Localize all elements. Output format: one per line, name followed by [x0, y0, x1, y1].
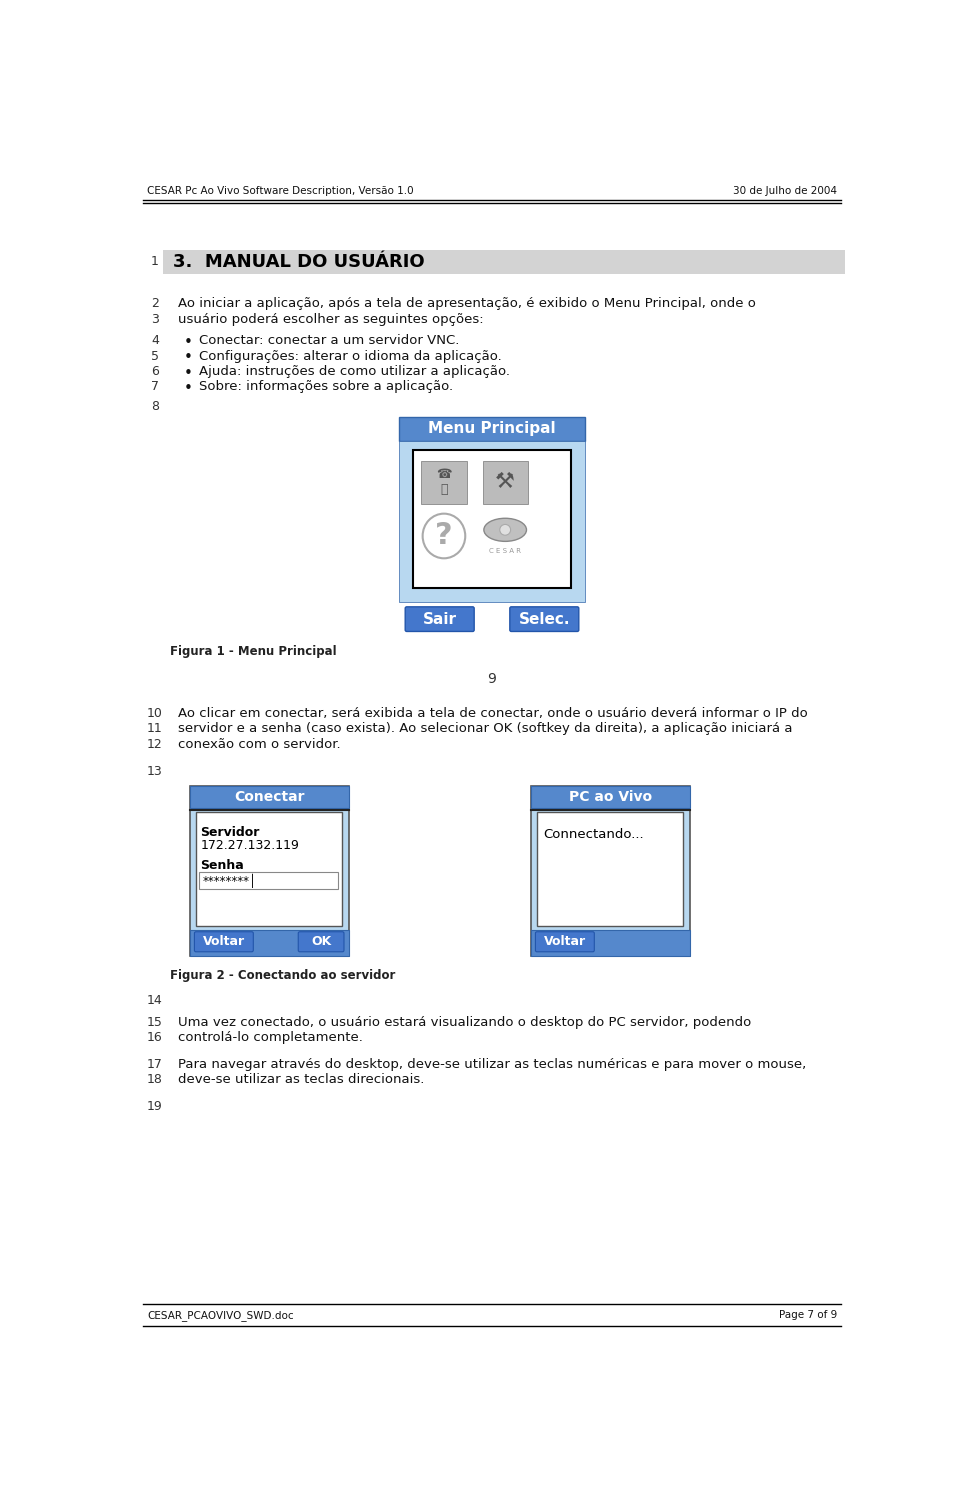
Text: usuário poderá escolher as seguintes opções:: usuário poderá escolher as seguintes opç…: [179, 312, 484, 326]
Text: Voltar: Voltar: [543, 936, 586, 948]
Bar: [531, 786, 689, 955]
Text: 2: 2: [151, 297, 158, 311]
Text: 4: 4: [151, 335, 158, 347]
FancyBboxPatch shape: [536, 931, 594, 952]
Ellipse shape: [484, 518, 526, 541]
Text: 13: 13: [147, 765, 163, 778]
Text: Ao iniciar a aplicação, após a tela de apresentação, é exibido o Menu Principal,: Ao iniciar a aplicação, após a tela de a…: [179, 297, 756, 311]
Text: Conectar: Conectar: [234, 790, 304, 804]
Text: 18: 18: [147, 1074, 163, 1086]
Text: 6: 6: [151, 365, 158, 379]
Text: Sobre: informações sobre a aplicação.: Sobre: informações sobre a aplicação.: [199, 380, 453, 394]
Text: Ajuda: instruções de como utilizar a aplicação.: Ajuda: instruções de como utilizar a apl…: [199, 365, 510, 379]
Text: 3: 3: [151, 312, 158, 326]
Bar: [196, 813, 343, 925]
Bar: [413, 449, 571, 589]
Bar: [162, 249, 845, 275]
Text: 7: 7: [151, 380, 158, 394]
Bar: [190, 930, 348, 955]
FancyBboxPatch shape: [299, 931, 344, 952]
FancyBboxPatch shape: [405, 607, 474, 631]
Text: 1: 1: [151, 255, 158, 269]
Bar: [399, 418, 585, 440]
Text: controlá-lo completamente.: controlá-lo completamente.: [179, 1030, 363, 1044]
Text: conexão com o servidor.: conexão com o servidor.: [179, 737, 341, 751]
Text: Page 7 of 9: Page 7 of 9: [779, 1310, 837, 1320]
Text: Sair: Sair: [422, 611, 457, 626]
Text: Conectar: conectar a um servidor VNC.: Conectar: conectar a um servidor VNC.: [199, 335, 460, 347]
Text: OK: OK: [311, 936, 331, 948]
Text: Figura 2 - Conectando ao servidor: Figura 2 - Conectando ao servidor: [170, 969, 396, 982]
Text: deve-se utilizar as teclas direcionais.: deve-se utilizar as teclas direcionais.: [179, 1074, 424, 1086]
Text: Para navegar através do desktop, deve-se utilizar as teclas numéricas e para mov: Para navegar através do desktop, deve-se…: [179, 1057, 806, 1071]
Text: Senha: Senha: [201, 859, 245, 871]
Text: 30 de Julho de 2004: 30 de Julho de 2004: [732, 186, 837, 197]
Text: C E S A R: C E S A R: [490, 548, 521, 554]
Text: 17: 17: [147, 1057, 163, 1071]
Text: Menu Principal: Menu Principal: [428, 422, 556, 437]
Text: Selec.: Selec.: [518, 611, 570, 626]
Bar: [399, 440, 585, 602]
FancyBboxPatch shape: [510, 607, 579, 631]
Text: 15: 15: [147, 1015, 163, 1029]
Bar: [531, 786, 689, 808]
Text: CESAR Pc Ao Vivo Software Description, Versão 1.0: CESAR Pc Ao Vivo Software Description, V…: [147, 186, 414, 197]
Circle shape: [500, 524, 511, 535]
FancyBboxPatch shape: [194, 931, 253, 952]
Text: 16: 16: [147, 1030, 163, 1044]
Text: ?: ?: [435, 521, 453, 550]
Bar: [531, 930, 689, 955]
Text: Figura 1 - Menu Principal: Figura 1 - Menu Principal: [170, 646, 337, 658]
Text: 11: 11: [147, 722, 163, 736]
Text: •: •: [183, 382, 193, 397]
Text: 12: 12: [147, 737, 163, 751]
Text: 10: 10: [147, 707, 163, 719]
Text: ********│: ********│: [203, 874, 256, 888]
Bar: [190, 786, 348, 955]
Text: ☎
💻: ☎ 💻: [436, 469, 452, 496]
Text: 8: 8: [151, 400, 158, 413]
Text: Connectando...: Connectando...: [543, 828, 644, 841]
Text: CESAR_PCAOVIVO_SWD.doc: CESAR_PCAOVIVO_SWD.doc: [147, 1310, 294, 1320]
Bar: [537, 813, 684, 925]
Text: 172.27.132.119: 172.27.132.119: [201, 838, 300, 852]
Bar: [483, 461, 528, 503]
Text: ⚒: ⚒: [495, 472, 516, 493]
Text: PC ao Vivo: PC ao Vivo: [568, 790, 652, 804]
Text: Uma vez conectado, o usuário estará visualizando o desktop do PC servidor, poden: Uma vez conectado, o usuário estará visu…: [179, 1015, 752, 1029]
Bar: [190, 786, 348, 808]
Text: servidor e a senha (caso exista). Ao selecionar OK (softkey da direita), a aplic: servidor e a senha (caso exista). Ao sel…: [179, 722, 793, 736]
Text: Ao clicar em conectar, será exibida a tela de conectar, onde o usuário deverá in: Ao clicar em conectar, será exibida a te…: [179, 707, 808, 719]
Text: •: •: [183, 335, 193, 350]
Text: 5: 5: [151, 350, 158, 362]
Bar: [199, 873, 338, 889]
Ellipse shape: [422, 514, 466, 559]
Text: Voltar: Voltar: [203, 936, 245, 948]
Bar: [420, 461, 468, 503]
Text: Servidor: Servidor: [201, 826, 260, 840]
Text: •: •: [183, 350, 193, 365]
Text: 3.  MANUAL DO USUÁRIO: 3. MANUAL DO USUÁRIO: [173, 252, 424, 270]
Text: 9: 9: [488, 673, 496, 686]
Text: •: •: [183, 366, 193, 382]
Text: 19: 19: [147, 1101, 163, 1113]
Text: 14: 14: [147, 994, 163, 1008]
Text: Configurações: alterar o idioma da aplicação.: Configurações: alterar o idioma da aplic…: [199, 350, 502, 362]
